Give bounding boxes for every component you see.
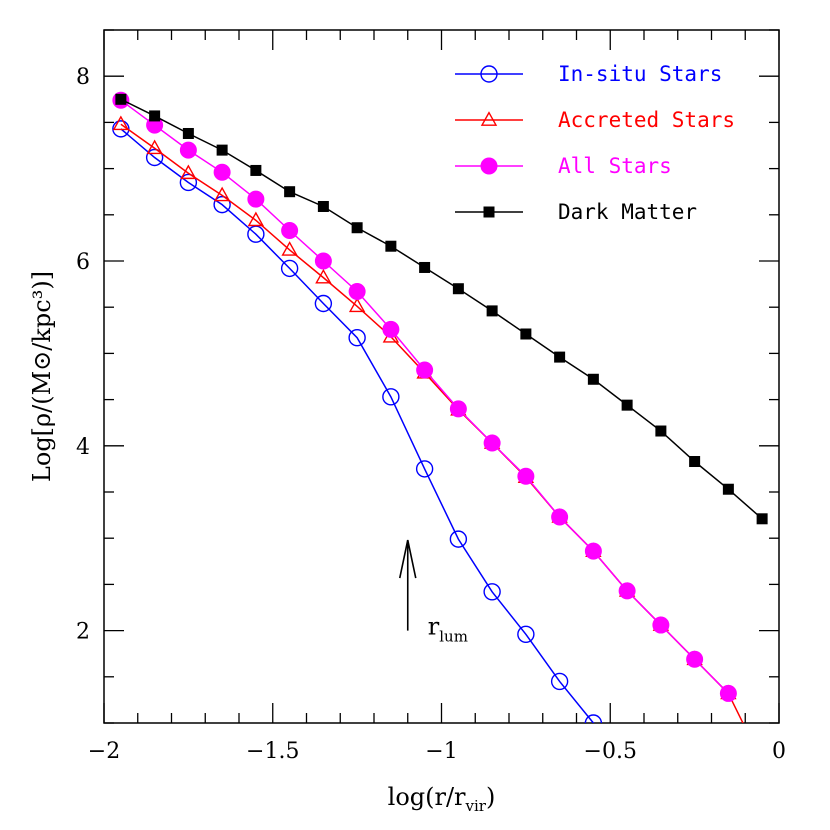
- data-point: [182, 127, 194, 139]
- data-point: [314, 252, 332, 270]
- data-point: [756, 513, 768, 525]
- data-point: [280, 259, 299, 278]
- data-point: [618, 582, 636, 600]
- series-layer: [112, 91, 768, 723]
- data-point: [317, 200, 329, 212]
- data-point: [480, 111, 498, 126]
- data-point: [520, 328, 532, 340]
- legend-entry: In-situ Stars: [455, 62, 722, 86]
- legend-entry: Accreted Stars: [455, 108, 735, 132]
- data-point: [483, 206, 495, 218]
- legend-entry: All Stars: [455, 154, 672, 178]
- series-line: [120, 128, 595, 723]
- data-point: [587, 373, 599, 385]
- y-axis-label: Log[ρ/(M⊙/kpc³)]: [28, 271, 56, 482]
- data-point: [415, 460, 434, 478]
- data-point: [179, 141, 197, 159]
- data-point: [351, 222, 363, 234]
- data-point: [348, 297, 366, 313]
- data-point: [314, 294, 333, 313]
- data-point: [382, 320, 400, 338]
- data-point: [385, 240, 397, 252]
- data-point: [149, 110, 161, 122]
- data-point: [621, 399, 633, 411]
- x-tick-label: −2: [88, 739, 120, 764]
- x-tick-label: −1.5: [246, 739, 299, 764]
- x-axis-label: log(r/rvir): [388, 783, 496, 815]
- x-tick-label: 0: [772, 739, 786, 764]
- series-all-stars: [112, 91, 737, 702]
- data-point: [652, 616, 670, 634]
- data-point: [216, 144, 228, 156]
- data-point: [247, 190, 265, 208]
- series-dark-matter: [115, 93, 768, 525]
- plot-frame: [103, 29, 780, 724]
- axis-labels: log(r/rvir) Log[ρ/(M⊙/kpc³)]: [28, 271, 495, 815]
- data-point: [449, 400, 467, 418]
- data-point: [584, 542, 602, 560]
- data-point: [179, 173, 198, 192]
- data-point: [315, 268, 332, 284]
- legend-label: Accreted Stars: [558, 108, 735, 132]
- data-point: [213, 195, 231, 214]
- data-point: [452, 283, 464, 295]
- data-point: [145, 148, 164, 167]
- series-in-situ-stars: [112, 120, 603, 723]
- data-point: [689, 456, 701, 468]
- data-point: [213, 163, 231, 181]
- axis-tick-labels: −2 −1.5 −1 −0.5 0 2 4 6 8: [76, 65, 786, 764]
- data-point: [416, 361, 434, 379]
- data-point: [419, 261, 431, 273]
- data-point: [281, 222, 299, 240]
- y-tick-label: 4: [76, 435, 90, 460]
- legend-label: All Stars: [558, 154, 672, 178]
- axis-ticks: [103, 29, 780, 724]
- data-point: [449, 530, 468, 548]
- data-point: [382, 388, 400, 406]
- x-tick-label: −1: [425, 739, 457, 764]
- y-tick-label: 8: [76, 65, 90, 90]
- data-point: [719, 684, 737, 702]
- data-point: [550, 672, 569, 691]
- x-tick-label: −0.5: [584, 739, 637, 764]
- data-point: [480, 65, 498, 83]
- data-point: [686, 650, 704, 668]
- annotation-arrowhead: [398, 539, 417, 579]
- data-point: [281, 241, 298, 256]
- data-point: [551, 508, 569, 526]
- data-point: [483, 583, 501, 601]
- data-point: [180, 164, 197, 180]
- data-point: [247, 211, 265, 227]
- data-point: [112, 120, 130, 138]
- annotation-layer: rlum: [398, 539, 468, 646]
- data-point: [146, 139, 163, 155]
- data-point: [348, 328, 366, 347]
- data-point: [483, 434, 501, 452]
- data-point: [284, 186, 296, 198]
- data-point: [250, 164, 262, 176]
- data-point: [584, 714, 603, 723]
- data-point: [247, 225, 265, 243]
- legend-label: Dark Matter: [558, 200, 697, 224]
- data-point: [213, 186, 231, 202]
- y-tick-label: 6: [76, 250, 90, 275]
- legend: In-situ Stars Accreted Stars All Stars Dark…: [455, 62, 735, 224]
- data-point: [517, 625, 535, 643]
- legend-entry: Dark Matter: [455, 200, 697, 224]
- data-point: [115, 93, 127, 105]
- annotation-label: rlum: [428, 613, 468, 646]
- series-line: [120, 98, 763, 520]
- data-point: [348, 282, 366, 300]
- data-point: [486, 305, 498, 317]
- y-tick-label: 2: [76, 620, 90, 645]
- data-point: [112, 115, 130, 131]
- data-point: [480, 157, 498, 175]
- data-point: [722, 483, 734, 495]
- data-point: [517, 467, 535, 485]
- data-point: [655, 425, 667, 437]
- legend-label: In-situ Stars: [558, 62, 722, 86]
- data-point: [554, 351, 566, 363]
